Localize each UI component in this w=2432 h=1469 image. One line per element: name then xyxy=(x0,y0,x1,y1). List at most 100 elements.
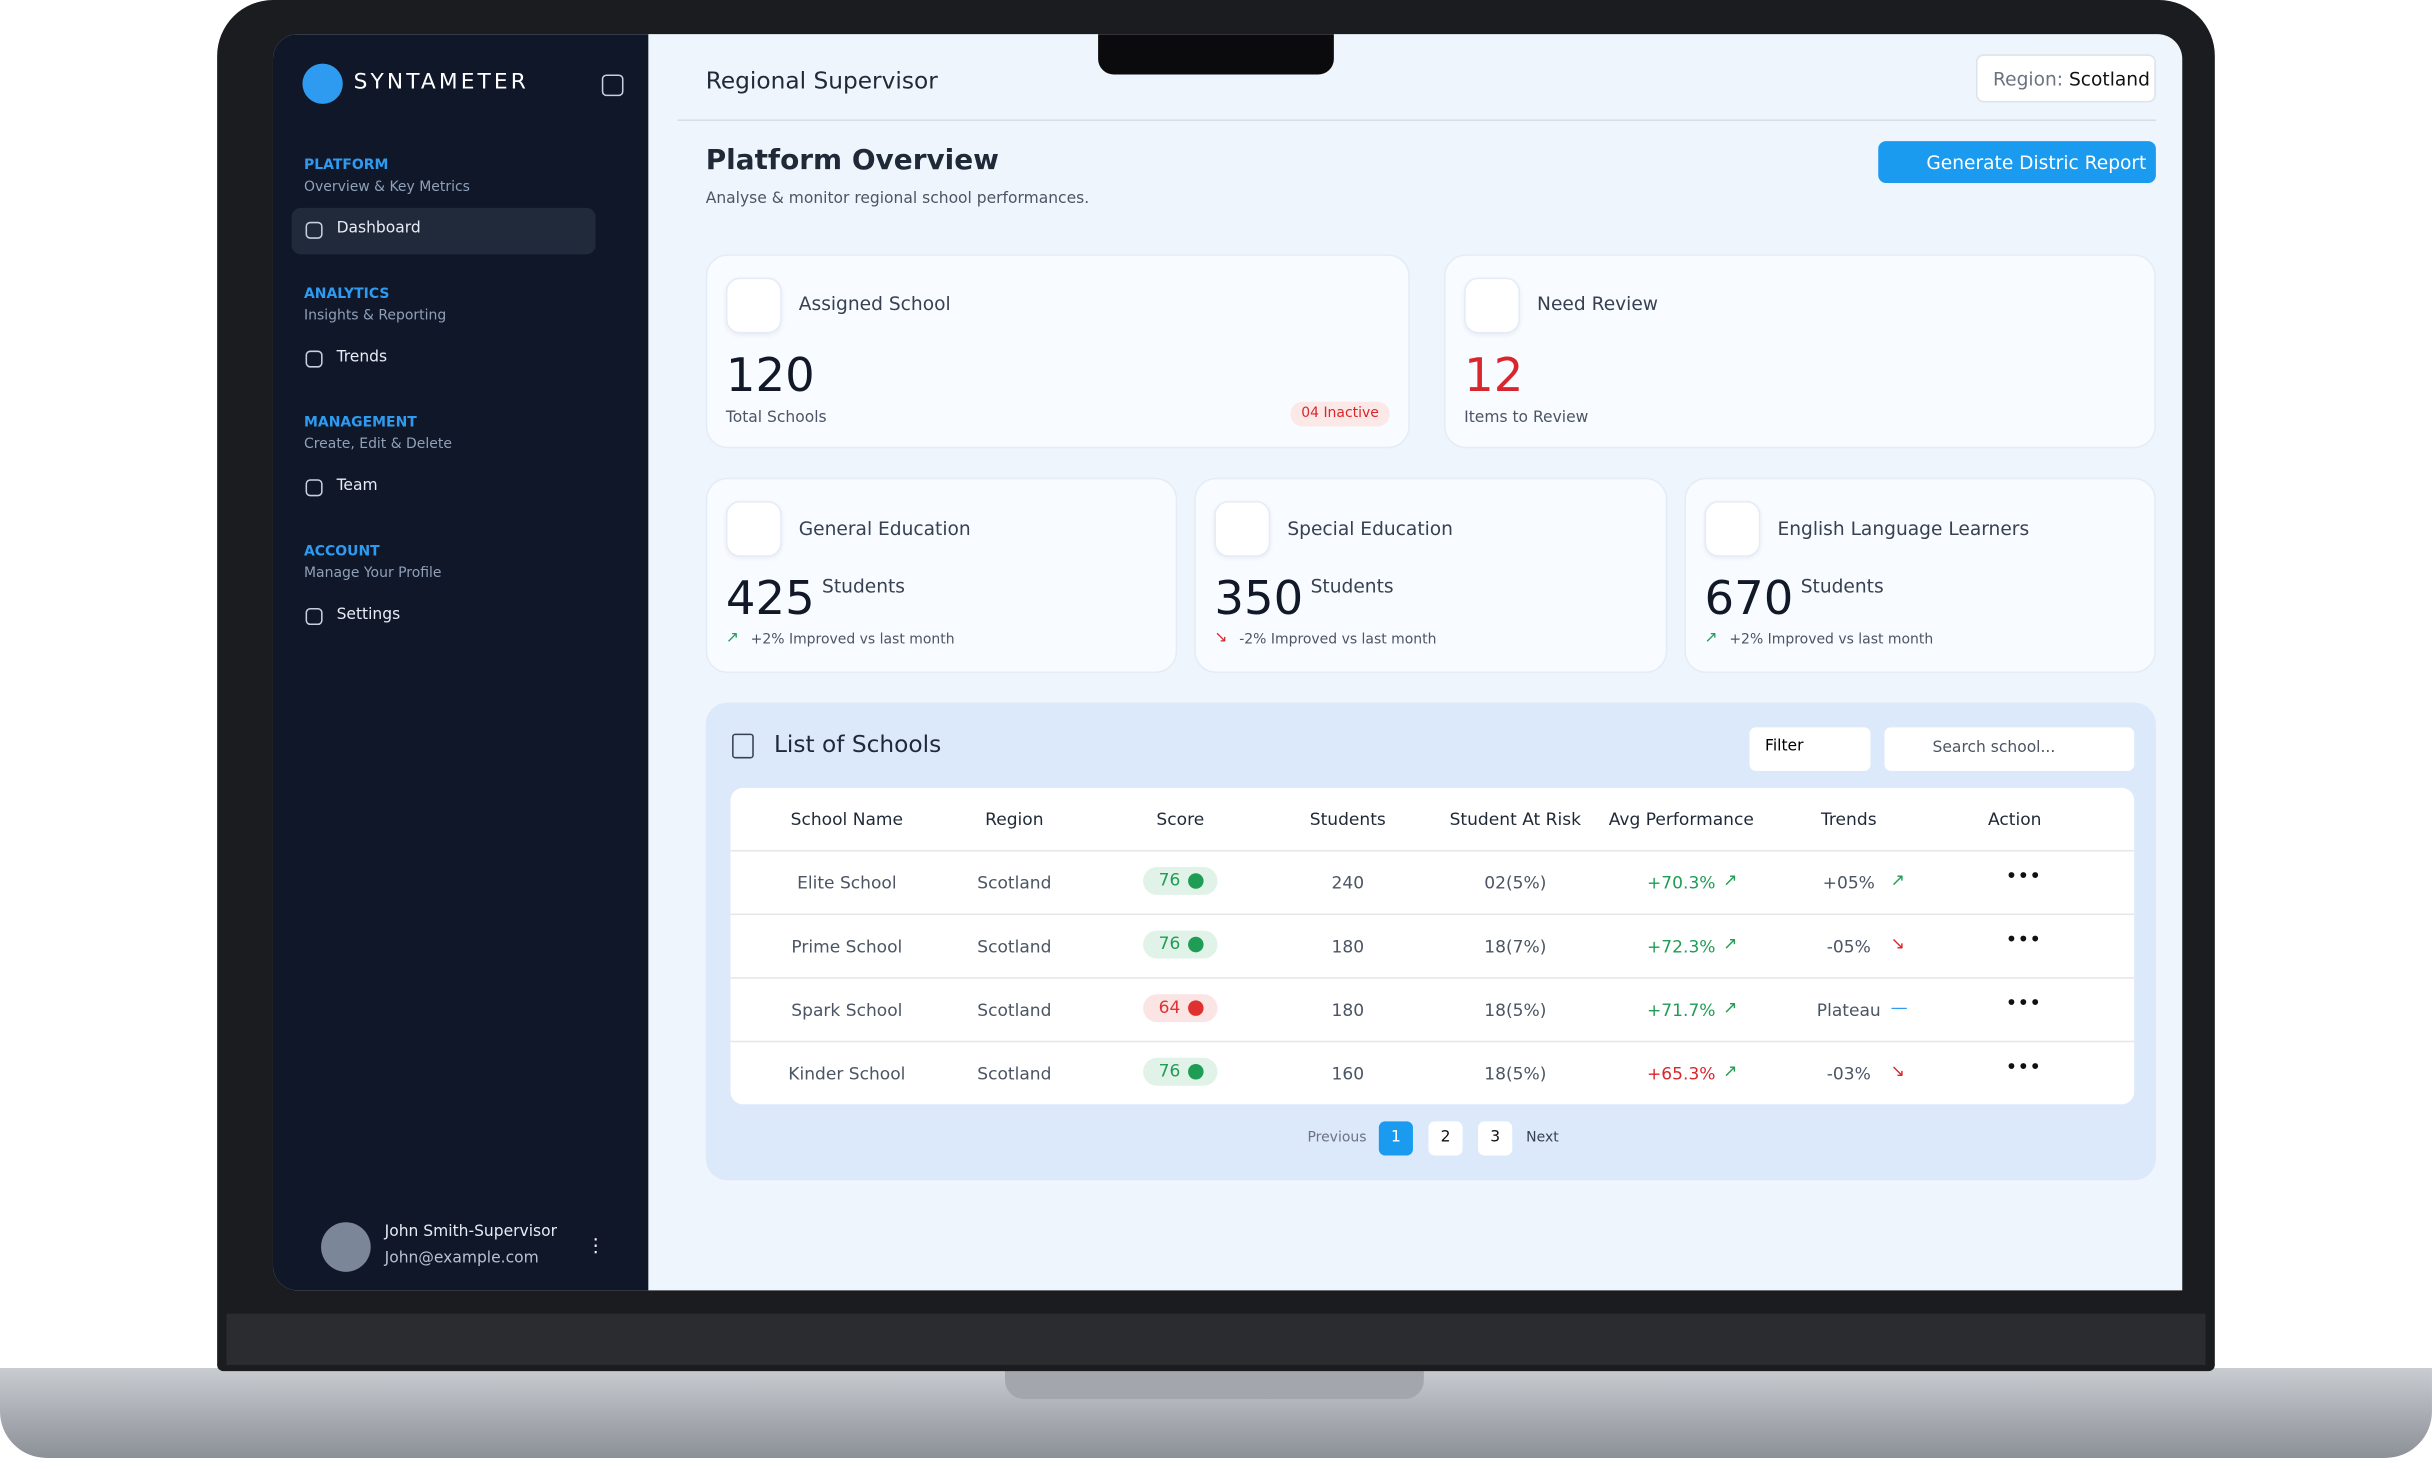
summary-card: Assigned School 120 Total Schools 04 Inacti… xyxy=(705,254,1410,449)
stat-icon xyxy=(1704,500,1761,557)
score: 76 xyxy=(1158,933,1181,954)
score-icon xyxy=(1188,936,1204,953)
nav-item[interactable]: Settings xyxy=(336,606,401,624)
user-menu[interactable]: ⋮ xyxy=(586,1234,605,1257)
nav-item[interactable]: Team xyxy=(336,477,378,495)
region-select[interactable]: Region: Scotland xyxy=(1975,54,2156,103)
cell: Spark School xyxy=(791,1000,903,1021)
cell: Elite School xyxy=(797,873,897,894)
panel-title: List of Schools xyxy=(773,730,942,759)
trend-arrow: ↘ xyxy=(1214,629,1228,647)
trend-icon: — xyxy=(1890,997,1908,1018)
stat-unit: Students xyxy=(1310,575,1394,598)
column-header: Action xyxy=(1988,809,2042,830)
trend-icon: ↗ xyxy=(1723,997,1738,1018)
row-action[interactable]: ••• xyxy=(2005,1056,2042,1080)
score-badge: 76 xyxy=(1143,867,1218,895)
card-label: Need Review xyxy=(1537,293,1659,315)
cell: +71.7% xyxy=(1647,1000,1716,1021)
score-badge: 64 xyxy=(1143,994,1218,1023)
stat-value: 350 xyxy=(1214,572,1304,627)
section-subtitle: Overview & Key Metrics xyxy=(303,179,470,196)
filter-dropdown[interactable]: Filter xyxy=(1749,727,1871,771)
cell: +05% xyxy=(1822,873,1875,894)
page-button[interactable]: 1 xyxy=(1378,1121,1413,1156)
page-button[interactable]: 2 xyxy=(1428,1121,1463,1156)
stat-icon xyxy=(725,500,782,557)
logo xyxy=(302,63,343,104)
stat-change: +2% Improved vs last month xyxy=(1729,632,1934,649)
search-input[interactable]: Search school... xyxy=(1884,727,2135,771)
page-button[interactable]: 3 xyxy=(1478,1121,1513,1156)
divider xyxy=(677,119,2156,121)
score: 76 xyxy=(1158,1060,1181,1082)
trend-icon: ↗ xyxy=(1723,933,1738,954)
stat-icon xyxy=(1214,500,1271,557)
cell: +72.3% xyxy=(1647,936,1716,957)
card-caption: Items to Review xyxy=(1464,409,1589,427)
brand: SYNTAMETER xyxy=(353,69,529,95)
card-value: 120 xyxy=(725,348,815,404)
cell: 160 xyxy=(1331,1063,1365,1085)
header-title: Regional Supervisor xyxy=(705,66,938,95)
stat-unit: Students xyxy=(822,575,906,598)
cell: 180 xyxy=(1331,936,1365,957)
generate-report-button[interactable]: Generate Distric Report xyxy=(1878,141,2156,184)
inactive-badge: 04 Inactive xyxy=(1290,401,1390,427)
stat-change: -2% Improved vs last month xyxy=(1239,632,1437,649)
section-subtitle: Insights & Reporting xyxy=(303,308,447,325)
section-subtitle: Manage Your Profile xyxy=(303,566,442,582)
column-header: Students xyxy=(1309,809,1386,830)
card-value: 12 xyxy=(1464,348,1524,404)
card-caption: Total Schools xyxy=(725,409,827,427)
camera-notch xyxy=(1098,34,1334,75)
avatar xyxy=(321,1222,371,1272)
column-header: Region xyxy=(985,809,1044,830)
cell: -03% xyxy=(1826,1063,1871,1085)
section-title: ACCOUNT xyxy=(303,544,380,560)
score-badge: 76 xyxy=(1143,1057,1218,1086)
cell: 18(7%) xyxy=(1484,936,1547,957)
sidebar: SYNTAMETER PLATFORM Overview & Key Metric… xyxy=(272,34,649,1291)
laptop-chin xyxy=(226,1313,2206,1365)
nav-item[interactable]: Trends xyxy=(336,348,388,367)
trend-arrow: ↗ xyxy=(1704,629,1718,647)
score-icon xyxy=(1188,1000,1204,1016)
cell: +70.3% xyxy=(1647,873,1716,894)
score-icon xyxy=(1188,1063,1204,1080)
nav-item[interactable]: Dashboard xyxy=(336,220,421,238)
cell: 18(5%) xyxy=(1484,1000,1547,1021)
row-action[interactable]: ••• xyxy=(2005,992,2042,1016)
cell: Kinder School xyxy=(788,1063,906,1085)
cell: Scotland xyxy=(977,873,1052,894)
cell: Prime School xyxy=(791,936,903,957)
stat-value: 670 xyxy=(1704,572,1794,627)
trend-icon: ↘ xyxy=(1890,933,1905,954)
cell: 180 xyxy=(1331,1000,1365,1021)
schools-table: School Name Region Score Students Student At… xyxy=(730,787,2135,1105)
stat-unit: Students xyxy=(1800,575,1884,598)
row-divider xyxy=(730,1040,2135,1043)
cell: 240 xyxy=(1331,873,1365,894)
cell: Scotland xyxy=(977,936,1052,957)
column-header: Trends xyxy=(1820,809,1877,830)
pagination-previous[interactable]: Previous xyxy=(1307,1130,1367,1147)
row-action[interactable]: ••• xyxy=(2005,929,2042,953)
row-divider xyxy=(730,849,2135,852)
score: 64 xyxy=(1158,997,1181,1018)
column-header: Score xyxy=(1156,809,1205,830)
stat-card: English Language Learners 670 Students ↗ +2%… xyxy=(1684,477,2156,674)
pagination-next[interactable]: Next xyxy=(1526,1130,1559,1147)
section-title: ANALYTICS xyxy=(303,286,390,303)
page-subtitle: Analyse & monitor regional school perfor… xyxy=(705,190,1090,208)
nav-icon xyxy=(305,221,323,239)
collapse-button[interactable] xyxy=(601,74,624,97)
page-title: Platform Overview xyxy=(705,144,999,177)
cell: 02(5%) xyxy=(1484,873,1547,894)
row-action[interactable]: ••• xyxy=(2005,865,2042,889)
cell: Plateau xyxy=(1816,1000,1881,1021)
card-icon xyxy=(1464,277,1520,334)
cell: -05% xyxy=(1826,936,1871,957)
trend-icon: ↘ xyxy=(1890,1060,1905,1082)
